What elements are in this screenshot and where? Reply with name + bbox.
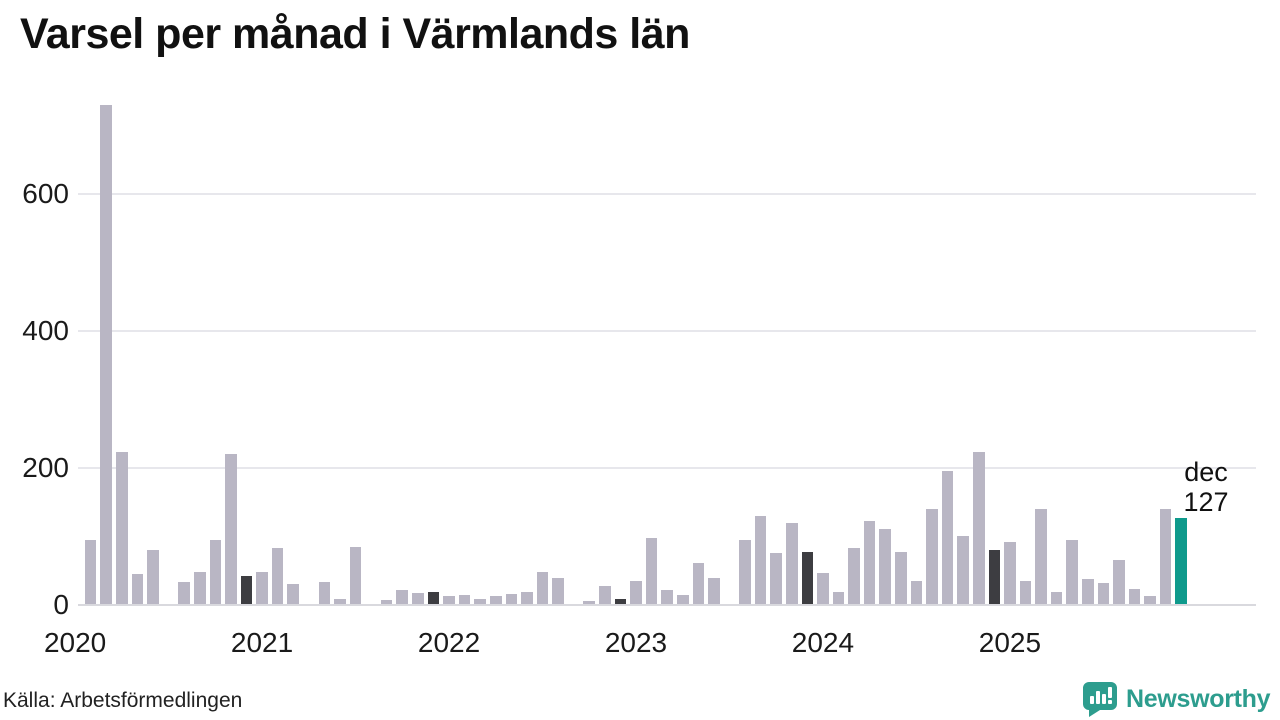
bar — [676, 594, 689, 605]
bar — [848, 548, 860, 605]
bar — [708, 577, 720, 605]
bar — [521, 592, 533, 605]
newsworthy-logo-icon — [1083, 681, 1117, 717]
bar — [692, 563, 705, 605]
y-axis-tick-label: 200 — [22, 451, 69, 483]
bar — [1050, 591, 1063, 605]
bar — [879, 528, 892, 605]
bar — [334, 599, 346, 605]
bar — [1113, 560, 1125, 605]
bar-december-dark — [801, 551, 814, 605]
bar-highlighted-current-month — [1175, 517, 1188, 605]
bar — [754, 515, 767, 605]
bar — [972, 451, 985, 605]
bar — [785, 523, 798, 605]
bar — [895, 551, 907, 605]
bar — [599, 586, 611, 605]
bar — [100, 105, 113, 605]
bar — [287, 583, 299, 605]
y-axis-tick-label: 0 — [53, 588, 69, 620]
bar — [770, 553, 782, 605]
y-axis-tick-label: 400 — [22, 314, 69, 346]
bar — [84, 539, 97, 605]
bar — [552, 577, 564, 605]
gridline — [78, 329, 1256, 332]
bar — [1066, 539, 1078, 605]
bar — [396, 590, 409, 605]
bar — [412, 592, 424, 605]
bar — [256, 571, 268, 605]
x-axis-year-label: 2022 — [417, 627, 481, 658]
bar — [1144, 595, 1156, 605]
x-axis-year-label: 2020 — [43, 627, 107, 658]
bar — [193, 571, 206, 605]
bar — [583, 601, 596, 605]
chart-title: Varsel per månad i Värmlands län — [20, 10, 690, 58]
bar — [957, 536, 969, 605]
bar — [832, 591, 845, 605]
bar — [926, 508, 938, 605]
bar — [1004, 541, 1016, 605]
bar — [349, 547, 362, 605]
bar — [271, 548, 284, 605]
bar — [817, 573, 829, 605]
bar — [443, 596, 455, 605]
y-axis-tick-label: 600 — [22, 178, 69, 210]
bar — [380, 600, 393, 605]
bar — [474, 599, 486, 605]
gridline — [78, 466, 1256, 469]
bar — [147, 549, 159, 605]
bar — [1128, 589, 1141, 605]
bar — [489, 596, 502, 605]
bar — [116, 451, 128, 605]
bar — [178, 581, 190, 605]
logo-bar-chart-icon — [1090, 686, 1112, 704]
annotation-value-label: 127 — [1183, 487, 1229, 517]
bar — [131, 573, 144, 605]
bar — [458, 594, 471, 605]
bar — [1097, 583, 1110, 605]
bar — [739, 540, 751, 605]
bar — [225, 454, 237, 605]
gridline — [78, 193, 1256, 196]
x-axis-year-label: 2025 — [978, 627, 1042, 658]
bar-december-dark — [988, 550, 1001, 605]
x-axis-year-label: 2023 — [604, 627, 668, 658]
bar — [1082, 579, 1094, 605]
bar — [645, 538, 658, 605]
bar — [630, 581, 642, 605]
bar-december-dark — [427, 592, 440, 605]
annotation-month-label: dec — [1184, 457, 1228, 487]
bar — [1035, 508, 1047, 605]
bar — [505, 593, 518, 605]
newsworthy-logo[interactable]: Newsworthy — [1083, 681, 1271, 717]
bar — [536, 572, 549, 605]
bar — [661, 590, 673, 605]
bar — [1159, 508, 1172, 605]
source-caption: Källa: Arbetsförmedlingen — [3, 689, 243, 712]
bar — [318, 581, 331, 605]
bar — [863, 521, 876, 605]
newsworthy-logo-text: Newsworthy — [1126, 684, 1271, 713]
x-axis-baseline — [78, 603, 1256, 606]
bar-december-dark — [240, 576, 253, 605]
x-axis-year-label: 2024 — [791, 627, 855, 658]
bar — [1019, 581, 1032, 605]
bar — [209, 539, 222, 605]
bar — [941, 471, 954, 605]
current-value-annotation: dec 127 — [1177, 457, 1235, 517]
bar-december-dark — [614, 599, 627, 605]
x-axis-year-label: 2021 — [230, 627, 294, 658]
bar — [910, 580, 923, 605]
